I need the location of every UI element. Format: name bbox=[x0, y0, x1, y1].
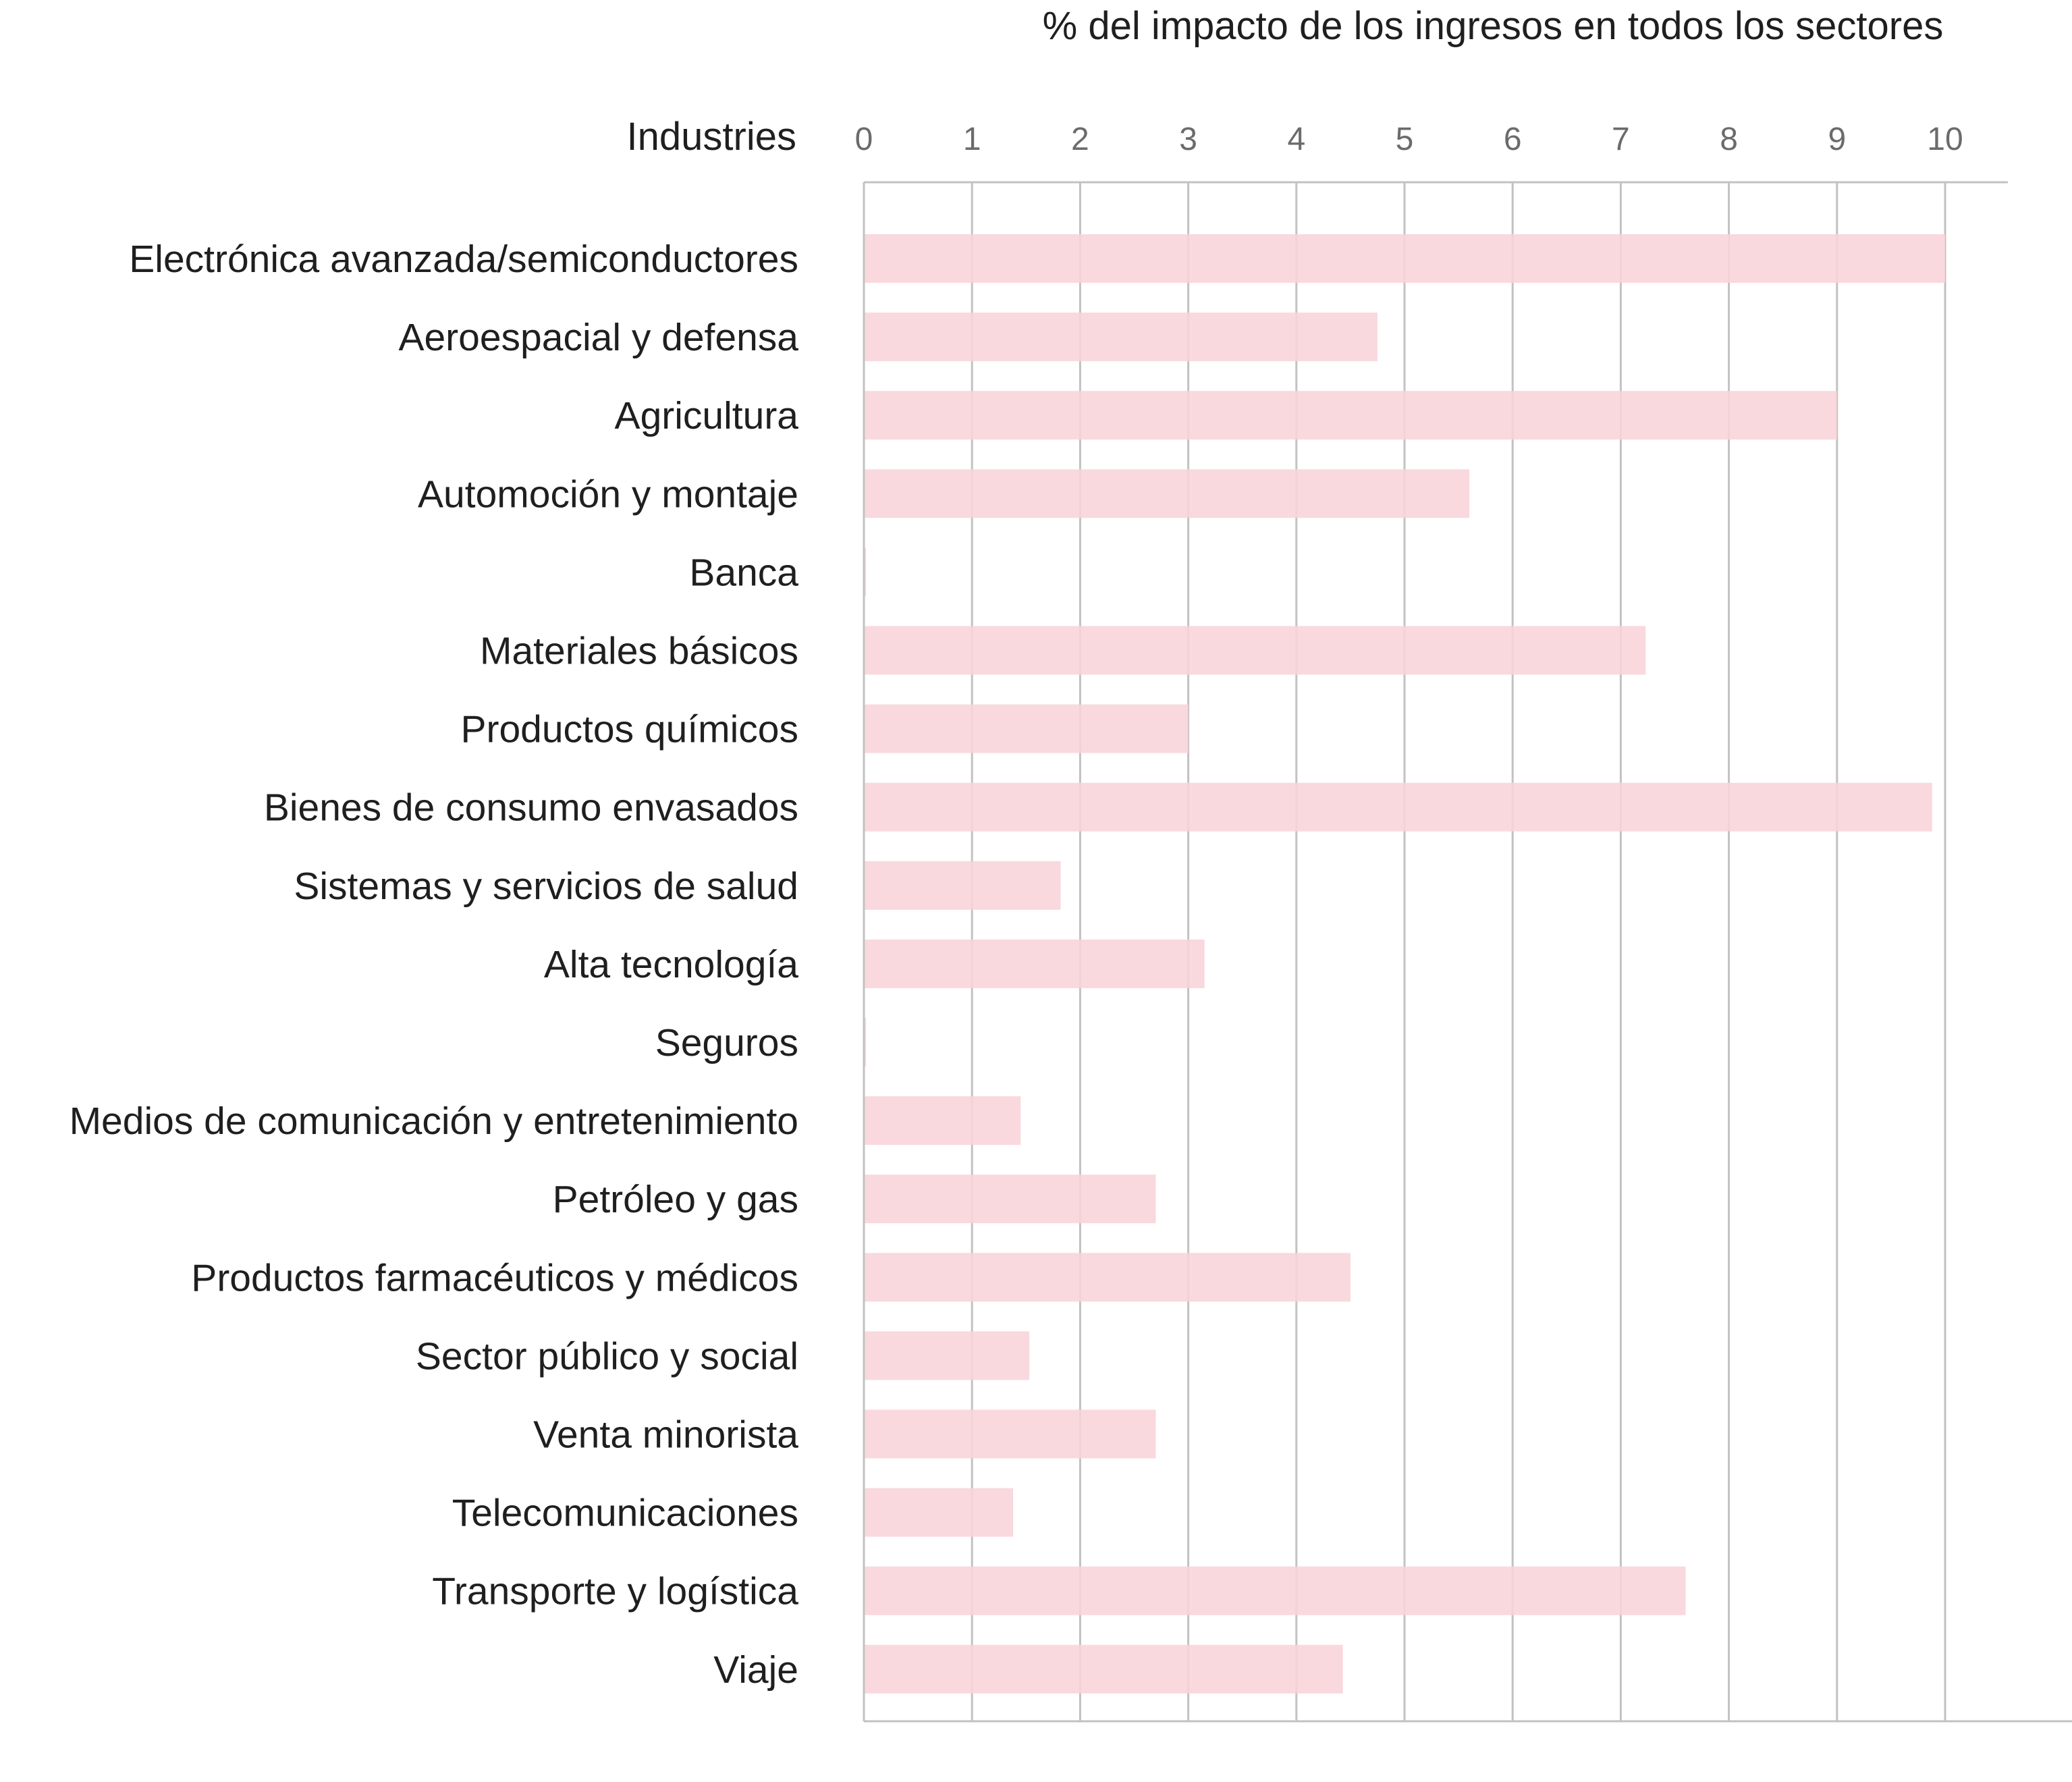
bar bbox=[864, 704, 1189, 753]
category-label: Sistemas y servicios de salud bbox=[294, 865, 798, 908]
bar bbox=[864, 391, 1837, 440]
x-tick-label: 8 bbox=[1720, 122, 1738, 157]
x-tick-label: 6 bbox=[1504, 122, 1522, 157]
bar bbox=[864, 313, 1378, 362]
category-label: Bienes de consumo envasados bbox=[264, 786, 798, 830]
bar bbox=[864, 782, 1932, 832]
category-label: Medios de comunicación y entretenimiento bbox=[70, 1100, 798, 1143]
category-label: Sector público y social bbox=[416, 1334, 798, 1378]
bar bbox=[864, 1488, 1014, 1537]
bar bbox=[864, 626, 1646, 675]
bar bbox=[864, 1409, 1156, 1459]
bar bbox=[864, 1253, 1351, 1302]
bar bbox=[864, 1018, 867, 1066]
bar bbox=[864, 547, 867, 597]
category-axis-header: Industries bbox=[627, 115, 796, 159]
x-tick-label: 2 bbox=[1071, 122, 1089, 157]
bar bbox=[864, 1331, 1030, 1380]
category-label: Petróleo y gas bbox=[553, 1178, 798, 1221]
bars bbox=[864, 234, 1945, 1694]
category-labels: Electrónica avanzada/semiconductores Aero… bbox=[70, 238, 799, 1692]
axes: 0 1 2 3 4 5 6 7 8 9 10 bbox=[855, 122, 2072, 1723]
bar bbox=[864, 1566, 1686, 1615]
bar bbox=[864, 1174, 1156, 1224]
x-tick-label: 10 bbox=[1927, 122, 1963, 157]
category-label: Seguros bbox=[655, 1021, 798, 1064]
category-label: Automoción y montaje bbox=[418, 473, 798, 516]
x-tick-label: 5 bbox=[1396, 122, 1414, 157]
category-label: Productos químicos bbox=[460, 708, 798, 751]
bar bbox=[864, 469, 1470, 518]
category-label: Alta tecnología bbox=[544, 943, 798, 986]
bar bbox=[864, 234, 1945, 283]
category-label: Venta minorista bbox=[533, 1413, 798, 1457]
bar bbox=[864, 1644, 1343, 1694]
category-label: Aeroespacial y defensa bbox=[398, 316, 798, 359]
category-label: Materiales básicos bbox=[480, 630, 798, 673]
x-tick-label: 3 bbox=[1179, 122, 1197, 157]
bar bbox=[864, 1096, 1021, 1145]
category-label: Agricultura bbox=[615, 394, 799, 437]
x-tick-label: 1 bbox=[963, 122, 981, 157]
category-label: Viaje bbox=[713, 1648, 798, 1692]
category-label: Telecomunicaciones bbox=[452, 1492, 798, 1535]
x-tick-label: 9 bbox=[1828, 122, 1846, 157]
x-tick-label: 4 bbox=[1287, 122, 1305, 157]
category-label: Transporte y logística bbox=[432, 1570, 798, 1613]
category-label: Banca bbox=[689, 551, 798, 594]
bar bbox=[864, 861, 1061, 910]
x-tick-label: 7 bbox=[1612, 122, 1630, 157]
x-tick-label: 0 bbox=[855, 122, 873, 157]
chart-title: % del impacto de los ingresos en todos l… bbox=[1043, 4, 1944, 48]
category-label: Productos farmacéuticos y médicos bbox=[191, 1256, 798, 1299]
bar bbox=[864, 939, 1205, 988]
category-label: Electrónica avanzada/semiconductores bbox=[129, 238, 798, 281]
